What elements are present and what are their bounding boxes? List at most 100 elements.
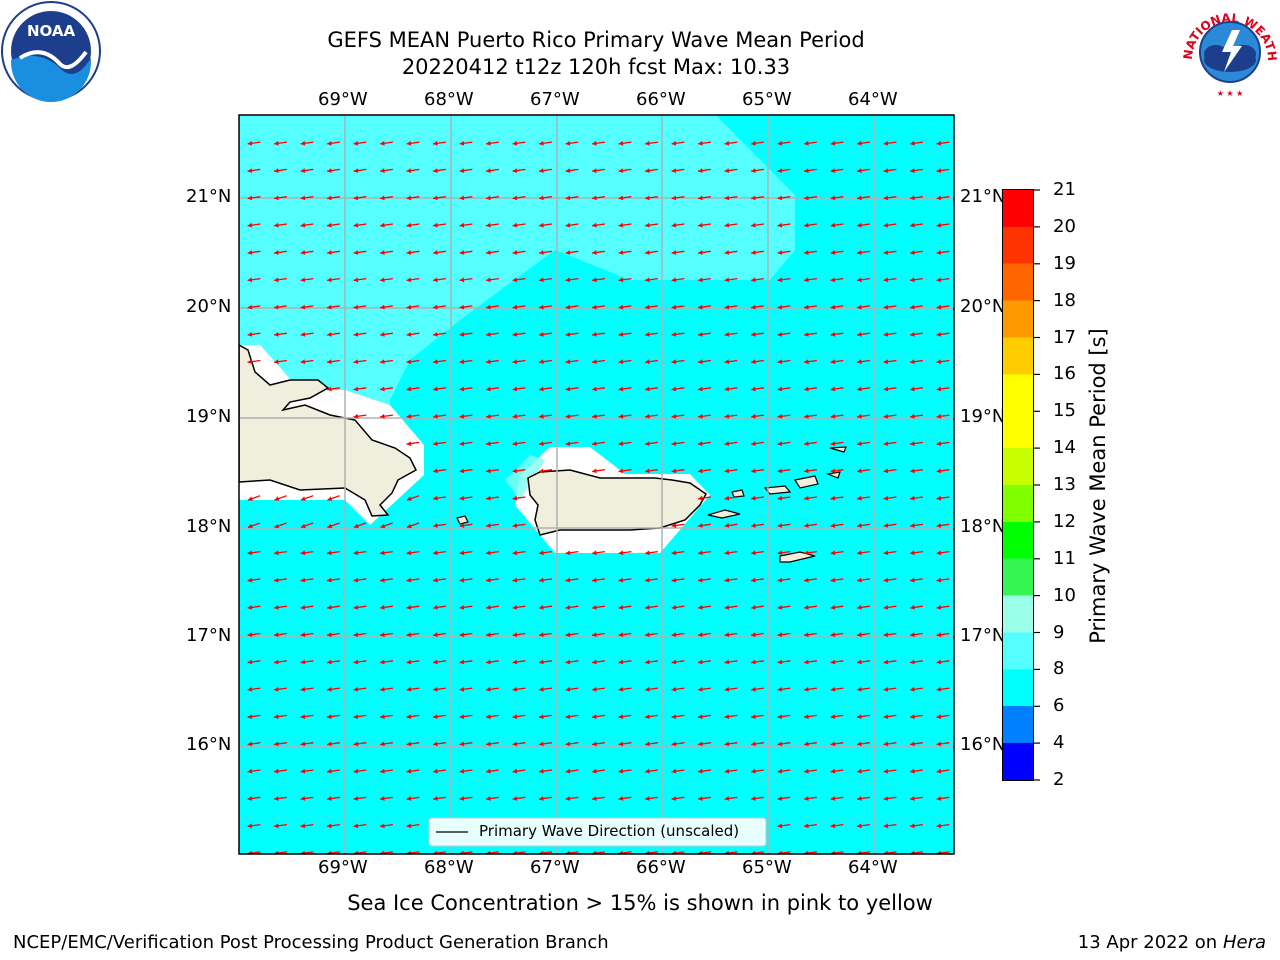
wave-vector-head <box>274 523 280 529</box>
wave-vector-head <box>910 250 915 255</box>
wave-vector-head <box>671 359 677 365</box>
wave-vector-head <box>539 714 544 719</box>
wave-vector-head <box>565 796 571 801</box>
wave-vector-head <box>353 195 359 201</box>
wave-vector-head <box>698 277 703 283</box>
wave-vector-head <box>883 796 889 801</box>
colorbar-tick-label: 12 <box>1053 510 1076 532</box>
wave-vector-head <box>327 386 332 392</box>
wave-vector-head <box>883 768 889 774</box>
lon-label-top-65w: 65°W <box>742 89 792 110</box>
wave-vector-head <box>247 686 253 692</box>
wave-vector-head <box>539 632 544 638</box>
wave-vector-head <box>512 168 518 173</box>
wave-vector-head <box>883 495 889 501</box>
wave-vector-head <box>751 659 756 665</box>
wave-vector-head <box>724 577 730 583</box>
wave-vector-head <box>751 550 756 556</box>
wave-vector-head <box>406 714 412 719</box>
land-vieques <box>707 509 741 519</box>
wave-vector-head <box>883 250 889 255</box>
wave-vector-head <box>512 605 518 610</box>
wave-vector-head <box>565 250 571 255</box>
wave-vector-head <box>698 168 703 173</box>
wave-vector-head <box>883 277 889 283</box>
wave-vector-head <box>353 741 359 747</box>
wave-vector-head <box>300 577 306 583</box>
wave-vector-head <box>406 496 412 501</box>
colorbar-tick-label: 8 <box>1053 658 1065 680</box>
wave-vector-head <box>512 359 518 365</box>
wave-vector-head <box>698 495 703 501</box>
wave-vector-head <box>618 850 624 854</box>
lat-label-left-16n: 16°N <box>186 734 232 755</box>
wave-vector-head <box>883 386 889 392</box>
wave-vector-head <box>751 796 756 801</box>
wave-vector-head <box>910 140 915 146</box>
wave-vector-head <box>936 386 942 392</box>
wave-vector-head <box>459 332 465 337</box>
wave-vector-head <box>618 277 624 283</box>
wave-vector-head <box>565 168 571 173</box>
wave-vector-head <box>936 332 942 337</box>
footer-right: 13 Apr 2022 on Hera <box>1078 932 1266 953</box>
wave-vector-head <box>380 768 385 774</box>
wave-vector-head <box>804 714 809 719</box>
wave-vector-head <box>830 577 836 583</box>
wave-vector-head <box>698 468 703 474</box>
wave-vector-head <box>724 168 730 173</box>
wave-vector-head <box>592 359 597 365</box>
wave-vector-head <box>406 332 412 337</box>
wave-vector-head <box>910 277 915 283</box>
wave-vector-head <box>883 523 889 528</box>
wave-vector-head <box>857 605 862 610</box>
wave-vector-head <box>380 796 385 801</box>
wave-vector-head <box>353 250 359 255</box>
wave-vector-head <box>274 823 279 829</box>
title-line-2: 20220412 t12z 120h fcst Max: 10.33 <box>401 55 791 79</box>
wave-vector-head <box>936 495 942 501</box>
wave-vector-head <box>592 468 597 474</box>
wave-vector-head <box>830 332 836 337</box>
wave-vector-head <box>327 577 332 583</box>
wave-vector-head <box>592 168 597 173</box>
wave-vector-head <box>539 441 544 446</box>
wave-vector-head <box>486 359 491 365</box>
wave-vector-head <box>857 386 862 392</box>
wave-vector-head <box>777 659 783 665</box>
wave-vector-head <box>486 386 491 392</box>
wave-vector-head <box>406 823 412 829</box>
wave-vector-head <box>830 523 836 528</box>
wave-vector-head <box>433 523 438 528</box>
colorbar-tick-label: 4 <box>1053 732 1065 754</box>
colorbar-label: Primary Wave Mean Period [s] <box>1086 328 1110 644</box>
wave-vector-head <box>353 304 359 310</box>
wave-vector-head <box>724 359 730 365</box>
wave-vector-head <box>618 413 624 419</box>
wave-vector-head <box>592 386 597 392</box>
wave-vector-head <box>883 550 889 556</box>
wave-vector-head <box>804 468 809 474</box>
wave-vector-head <box>327 632 332 638</box>
wave-vector-head <box>724 741 730 747</box>
wave-vector-head <box>380 168 385 173</box>
wave-vector-head <box>645 413 650 419</box>
wave-vector-head <box>857 195 862 201</box>
wave-vector-head <box>327 359 332 365</box>
wave-vector-head <box>274 168 279 173</box>
wave-vector-head <box>830 277 836 283</box>
wave-vector-head <box>406 140 412 146</box>
wave-vector-head <box>512 796 518 801</box>
wave-vector-head <box>936 359 942 365</box>
wave-vector-head <box>380 277 385 283</box>
wave-vector-head <box>751 577 756 583</box>
wave-vector-head <box>353 605 359 610</box>
wave-vector-head <box>592 222 597 228</box>
wave-vector-head <box>512 550 518 556</box>
wave-vector-head <box>936 796 942 801</box>
wave-vector-head <box>512 495 518 501</box>
wave-vector-head <box>247 577 253 583</box>
wave-vector-head <box>539 140 544 146</box>
wave-vector-head <box>565 605 571 610</box>
wave-vector-head <box>857 823 862 829</box>
